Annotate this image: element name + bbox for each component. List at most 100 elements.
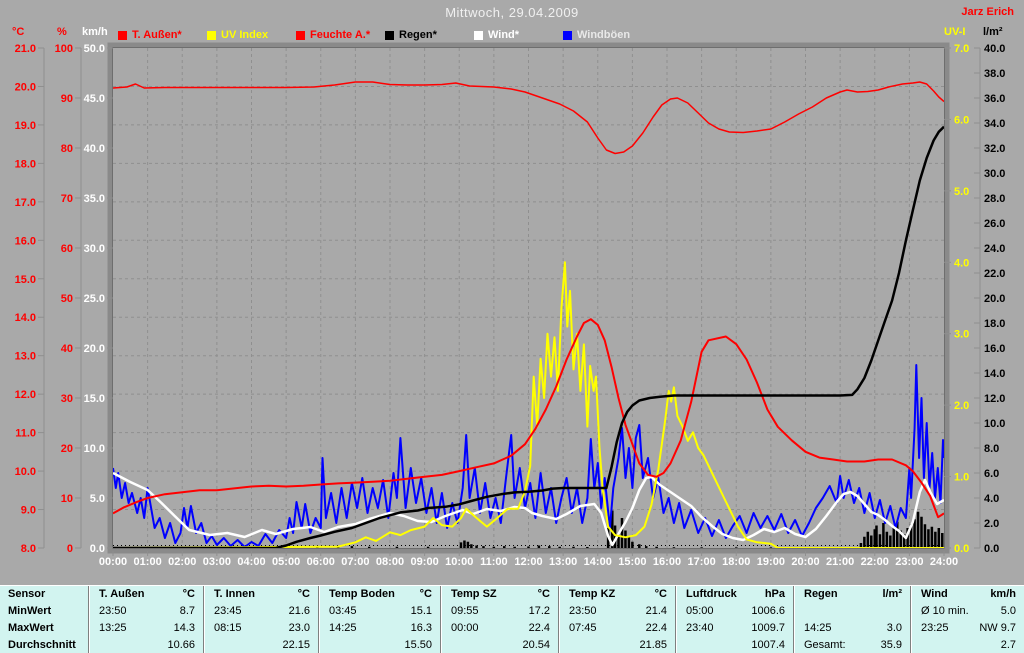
rain-bar: [627, 536, 631, 548]
axis-label: 22.0: [984, 268, 1005, 280]
user-watermark: Jarz Erich: [961, 6, 1014, 18]
cell-value: 20.54: [522, 639, 550, 651]
legend-item-4: Regen*: [385, 29, 474, 41]
legend-label: Regen*: [399, 29, 437, 41]
rain-bar: [548, 546, 551, 548]
legend-item-1: T. Außen*: [118, 29, 207, 41]
axis-label: 80: [61, 143, 73, 155]
axis-label: 60: [61, 243, 73, 255]
x-axis-label: 22:00: [861, 556, 889, 568]
cell-value: 5.0: [1000, 605, 1016, 617]
rain-bar: [889, 535, 892, 548]
axis-label: 9.0: [21, 505, 36, 517]
legend-swatch-icon: [296, 30, 305, 40]
axis-label: 0.0: [90, 543, 105, 555]
table-column-header: Temp SZ °C: [441, 586, 558, 603]
axis-label: 11.0: [15, 428, 36, 440]
axis-label: 1.0: [954, 472, 969, 484]
cell-time: 23:40: [686, 622, 714, 634]
legend-label: Feuchte A.*: [310, 29, 371, 41]
table-column-header: Wind km/h: [911, 586, 1024, 603]
axis-label: 0.0: [984, 543, 999, 555]
rain-bar: [558, 546, 561, 548]
rain-bar: [875, 525, 878, 548]
table-row: 14:25 16.3: [319, 620, 440, 637]
sensor-name: Wind: [921, 588, 948, 600]
axis-label: 0: [67, 543, 73, 555]
legend-swatch-icon: [207, 30, 216, 40]
sensor-unit: km/h: [990, 588, 1016, 600]
x-axis-label: 10:00: [445, 556, 473, 568]
table-row: 23:50 21.4: [559, 603, 675, 620]
x-axis-label: 01:00: [134, 556, 162, 568]
axis-label: 30.0: [984, 168, 1005, 180]
cell-time: 23:50: [569, 605, 597, 617]
x-axis-label: 03:00: [203, 556, 231, 568]
x-axis-label: 19:00: [757, 556, 785, 568]
table-row-label: Sensor: [8, 588, 46, 600]
legend-label: Wind*: [488, 29, 520, 41]
x-axis-label: 11:00: [480, 556, 508, 568]
table-column-header: Luftdruck hPa: [676, 586, 793, 603]
cell-time: 23:25: [921, 622, 949, 634]
rain-bar: [870, 535, 873, 548]
table-row: [794, 603, 910, 620]
table-row: 2.7: [911, 637, 1024, 653]
rain-bar: [923, 524, 927, 548]
sensor-name: Temp SZ: [451, 588, 497, 600]
axis-label: 15.0: [84, 393, 105, 405]
table-row: 03:45 15.1: [319, 603, 440, 620]
cell-value: 1007.4: [751, 639, 785, 651]
axis-label: 20.0: [15, 81, 36, 93]
table-row: 14:25 3.0: [794, 620, 910, 637]
axis-label: 10.0: [15, 466, 36, 478]
cell-value: 3.0: [886, 622, 902, 634]
axis-label: 34.0: [984, 118, 1005, 130]
cell-time: Ø 10 min.: [921, 605, 969, 617]
rain-bar: [937, 528, 941, 548]
axis-label: 16.0: [984, 343, 1005, 355]
x-axis-label: 08:00: [376, 556, 404, 568]
x-axis-label: 18:00: [722, 556, 750, 568]
x-axis-label: 17:00: [688, 556, 716, 568]
axis-label: 12.0: [984, 393, 1005, 405]
cell-value: 15.1: [410, 605, 432, 617]
sensor-unit: °C: [419, 588, 432, 600]
rain-bar: [350, 546, 354, 548]
rain-bar: [859, 543, 863, 548]
cell-value: 1009.7: [751, 622, 785, 634]
rain-bar: [537, 545, 541, 548]
axis-label: 14.0: [984, 368, 1005, 380]
x-axis-label: 23:00: [895, 556, 923, 568]
axis-label: 20: [61, 443, 73, 455]
sensor-unit: °C: [297, 588, 310, 600]
rain-bar: [735, 547, 738, 548]
table-sensor-column: Wind km/h Ø 10 min. 5.0 23:25 NW 9.7 2.7: [910, 586, 1024, 653]
axis-unit-temp: °C: [12, 26, 25, 38]
legend-item-3: Feuchte A.*: [296, 29, 385, 41]
rain-bar: [613, 525, 617, 548]
rain-bar: [892, 526, 896, 548]
axis-label: 50: [61, 293, 73, 305]
rain-bar: [909, 524, 913, 548]
rain-bar: [638, 544, 641, 548]
cell-value: 22.15: [282, 639, 310, 651]
table-row: 09:55 17.2: [441, 603, 558, 620]
axis-label: 28.0: [984, 193, 1005, 205]
axis-label: 30.0: [84, 243, 105, 255]
axis-label: 50.0: [84, 43, 105, 55]
rain-bar: [882, 523, 885, 548]
table-row: 22.15: [204, 637, 318, 653]
rain-bar: [631, 541, 634, 548]
series-uv-index: [113, 261, 944, 548]
axis-label: 4.0: [954, 257, 969, 269]
axis-label: 45.0: [84, 93, 105, 105]
rain-bar: [527, 546, 530, 548]
cell-value: 16.3: [410, 622, 432, 634]
cell-time: 23:50: [99, 605, 127, 617]
rain-bar: [769, 547, 773, 548]
rain-bar: [611, 510, 614, 548]
axis-label: 90: [61, 93, 73, 105]
table-row: 08:15 23.0: [204, 620, 318, 637]
rain-bar: [920, 516, 923, 548]
